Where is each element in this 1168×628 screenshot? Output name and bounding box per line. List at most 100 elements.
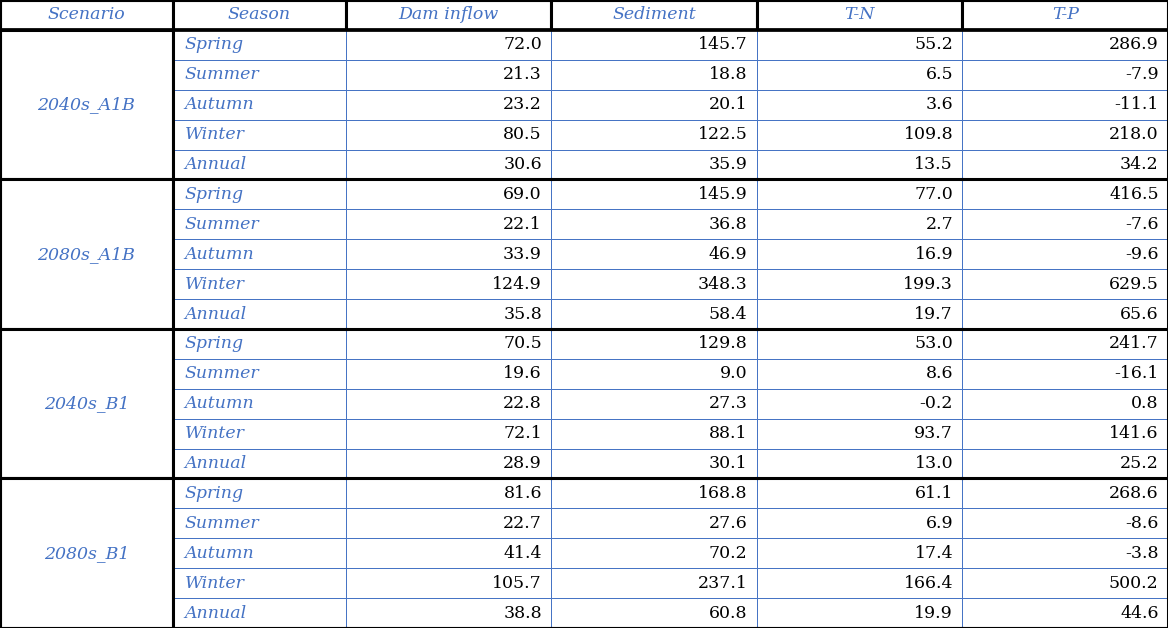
Bar [551, 448, 757, 479]
Text: 80.5: 80.5 [503, 126, 542, 143]
Text: 2080s_B1: 2080s_B1 [43, 544, 130, 561]
Bar [757, 299, 962, 329]
Text: 53.0: 53.0 [915, 335, 953, 352]
Text: -7.6: -7.6 [1125, 216, 1159, 233]
Bar [173, 269, 346, 299]
Bar [346, 598, 551, 628]
Bar [0, 329, 173, 479]
Text: Dam inflow: Dam inflow [398, 6, 499, 23]
Bar [346, 60, 551, 90]
Text: -11.1: -11.1 [1114, 96, 1159, 113]
Bar [551, 359, 757, 389]
Bar [757, 479, 962, 509]
Bar [173, 90, 346, 119]
Bar [551, 538, 757, 568]
Bar [173, 598, 346, 628]
Bar [346, 329, 551, 359]
Bar [173, 119, 346, 149]
Text: Annual: Annual [185, 305, 246, 323]
Bar [757, 448, 962, 479]
Bar [962, 538, 1168, 568]
Bar [173, 419, 346, 448]
Text: 500.2: 500.2 [1108, 575, 1159, 592]
Bar [551, 90, 757, 119]
Text: 28.9: 28.9 [503, 455, 542, 472]
Text: 81.6: 81.6 [503, 485, 542, 502]
Bar [346, 509, 551, 538]
Bar [346, 239, 551, 269]
Text: 122.5: 122.5 [697, 126, 748, 143]
Bar [0, 0, 173, 30]
Bar [757, 359, 962, 389]
Bar [173, 389, 346, 419]
Bar [757, 329, 962, 359]
Text: 70.2: 70.2 [709, 544, 748, 561]
Bar [962, 479, 1168, 509]
Bar [551, 299, 757, 329]
Bar [346, 90, 551, 119]
Bar [551, 209, 757, 239]
Bar [962, 30, 1168, 60]
Text: 2040s_B1: 2040s_B1 [43, 395, 130, 412]
Text: 21.3: 21.3 [503, 67, 542, 84]
Text: 41.4: 41.4 [503, 544, 542, 561]
Bar [346, 538, 551, 568]
Bar [551, 509, 757, 538]
Text: Winter: Winter [185, 575, 244, 592]
Bar [173, 180, 346, 209]
Text: 72.0: 72.0 [503, 36, 542, 53]
Bar [757, 509, 962, 538]
Text: 19.9: 19.9 [915, 605, 953, 622]
Text: 27.6: 27.6 [709, 515, 748, 532]
Bar [757, 90, 962, 119]
Text: 30.1: 30.1 [709, 455, 748, 472]
Bar [173, 509, 346, 538]
Text: 166.4: 166.4 [904, 575, 953, 592]
Text: 3.6: 3.6 [925, 96, 953, 113]
Bar [173, 60, 346, 90]
Bar [962, 299, 1168, 329]
Text: 168.8: 168.8 [698, 485, 748, 502]
Bar [551, 180, 757, 209]
Text: Summer: Summer [185, 515, 259, 532]
Text: Winter: Winter [185, 276, 244, 293]
Bar [757, 0, 962, 30]
Bar [346, 359, 551, 389]
Bar [346, 119, 551, 149]
Bar [173, 568, 346, 598]
Bar [0, 479, 173, 628]
Text: Annual: Annual [185, 605, 246, 622]
Text: 58.4: 58.4 [709, 305, 748, 323]
Text: -8.6: -8.6 [1125, 515, 1159, 532]
Bar [173, 209, 346, 239]
Text: 65.6: 65.6 [1120, 305, 1159, 323]
Text: 9.0: 9.0 [719, 365, 748, 382]
Bar [551, 389, 757, 419]
Bar [962, 90, 1168, 119]
Text: Scenario: Scenario [48, 6, 125, 23]
Bar [346, 448, 551, 479]
Bar [0, 30, 173, 180]
Text: 72.1: 72.1 [503, 425, 542, 442]
Text: 35.9: 35.9 [709, 156, 748, 173]
Text: Autumn: Autumn [185, 96, 255, 113]
Text: Winter: Winter [185, 126, 244, 143]
Bar [757, 30, 962, 60]
Bar [173, 329, 346, 359]
Bar [173, 0, 346, 30]
Bar [757, 119, 962, 149]
Text: 18.8: 18.8 [709, 67, 748, 84]
Bar [962, 119, 1168, 149]
Bar [551, 568, 757, 598]
Text: 30.6: 30.6 [503, 156, 542, 173]
Bar [757, 60, 962, 90]
Bar [173, 149, 346, 180]
Bar [757, 419, 962, 448]
Text: -3.8: -3.8 [1125, 544, 1159, 561]
Text: Winter: Winter [185, 425, 244, 442]
Text: 145.9: 145.9 [697, 186, 748, 203]
Bar [173, 239, 346, 269]
Text: 241.7: 241.7 [1108, 335, 1159, 352]
Bar [173, 448, 346, 479]
Text: 13.0: 13.0 [915, 455, 953, 472]
